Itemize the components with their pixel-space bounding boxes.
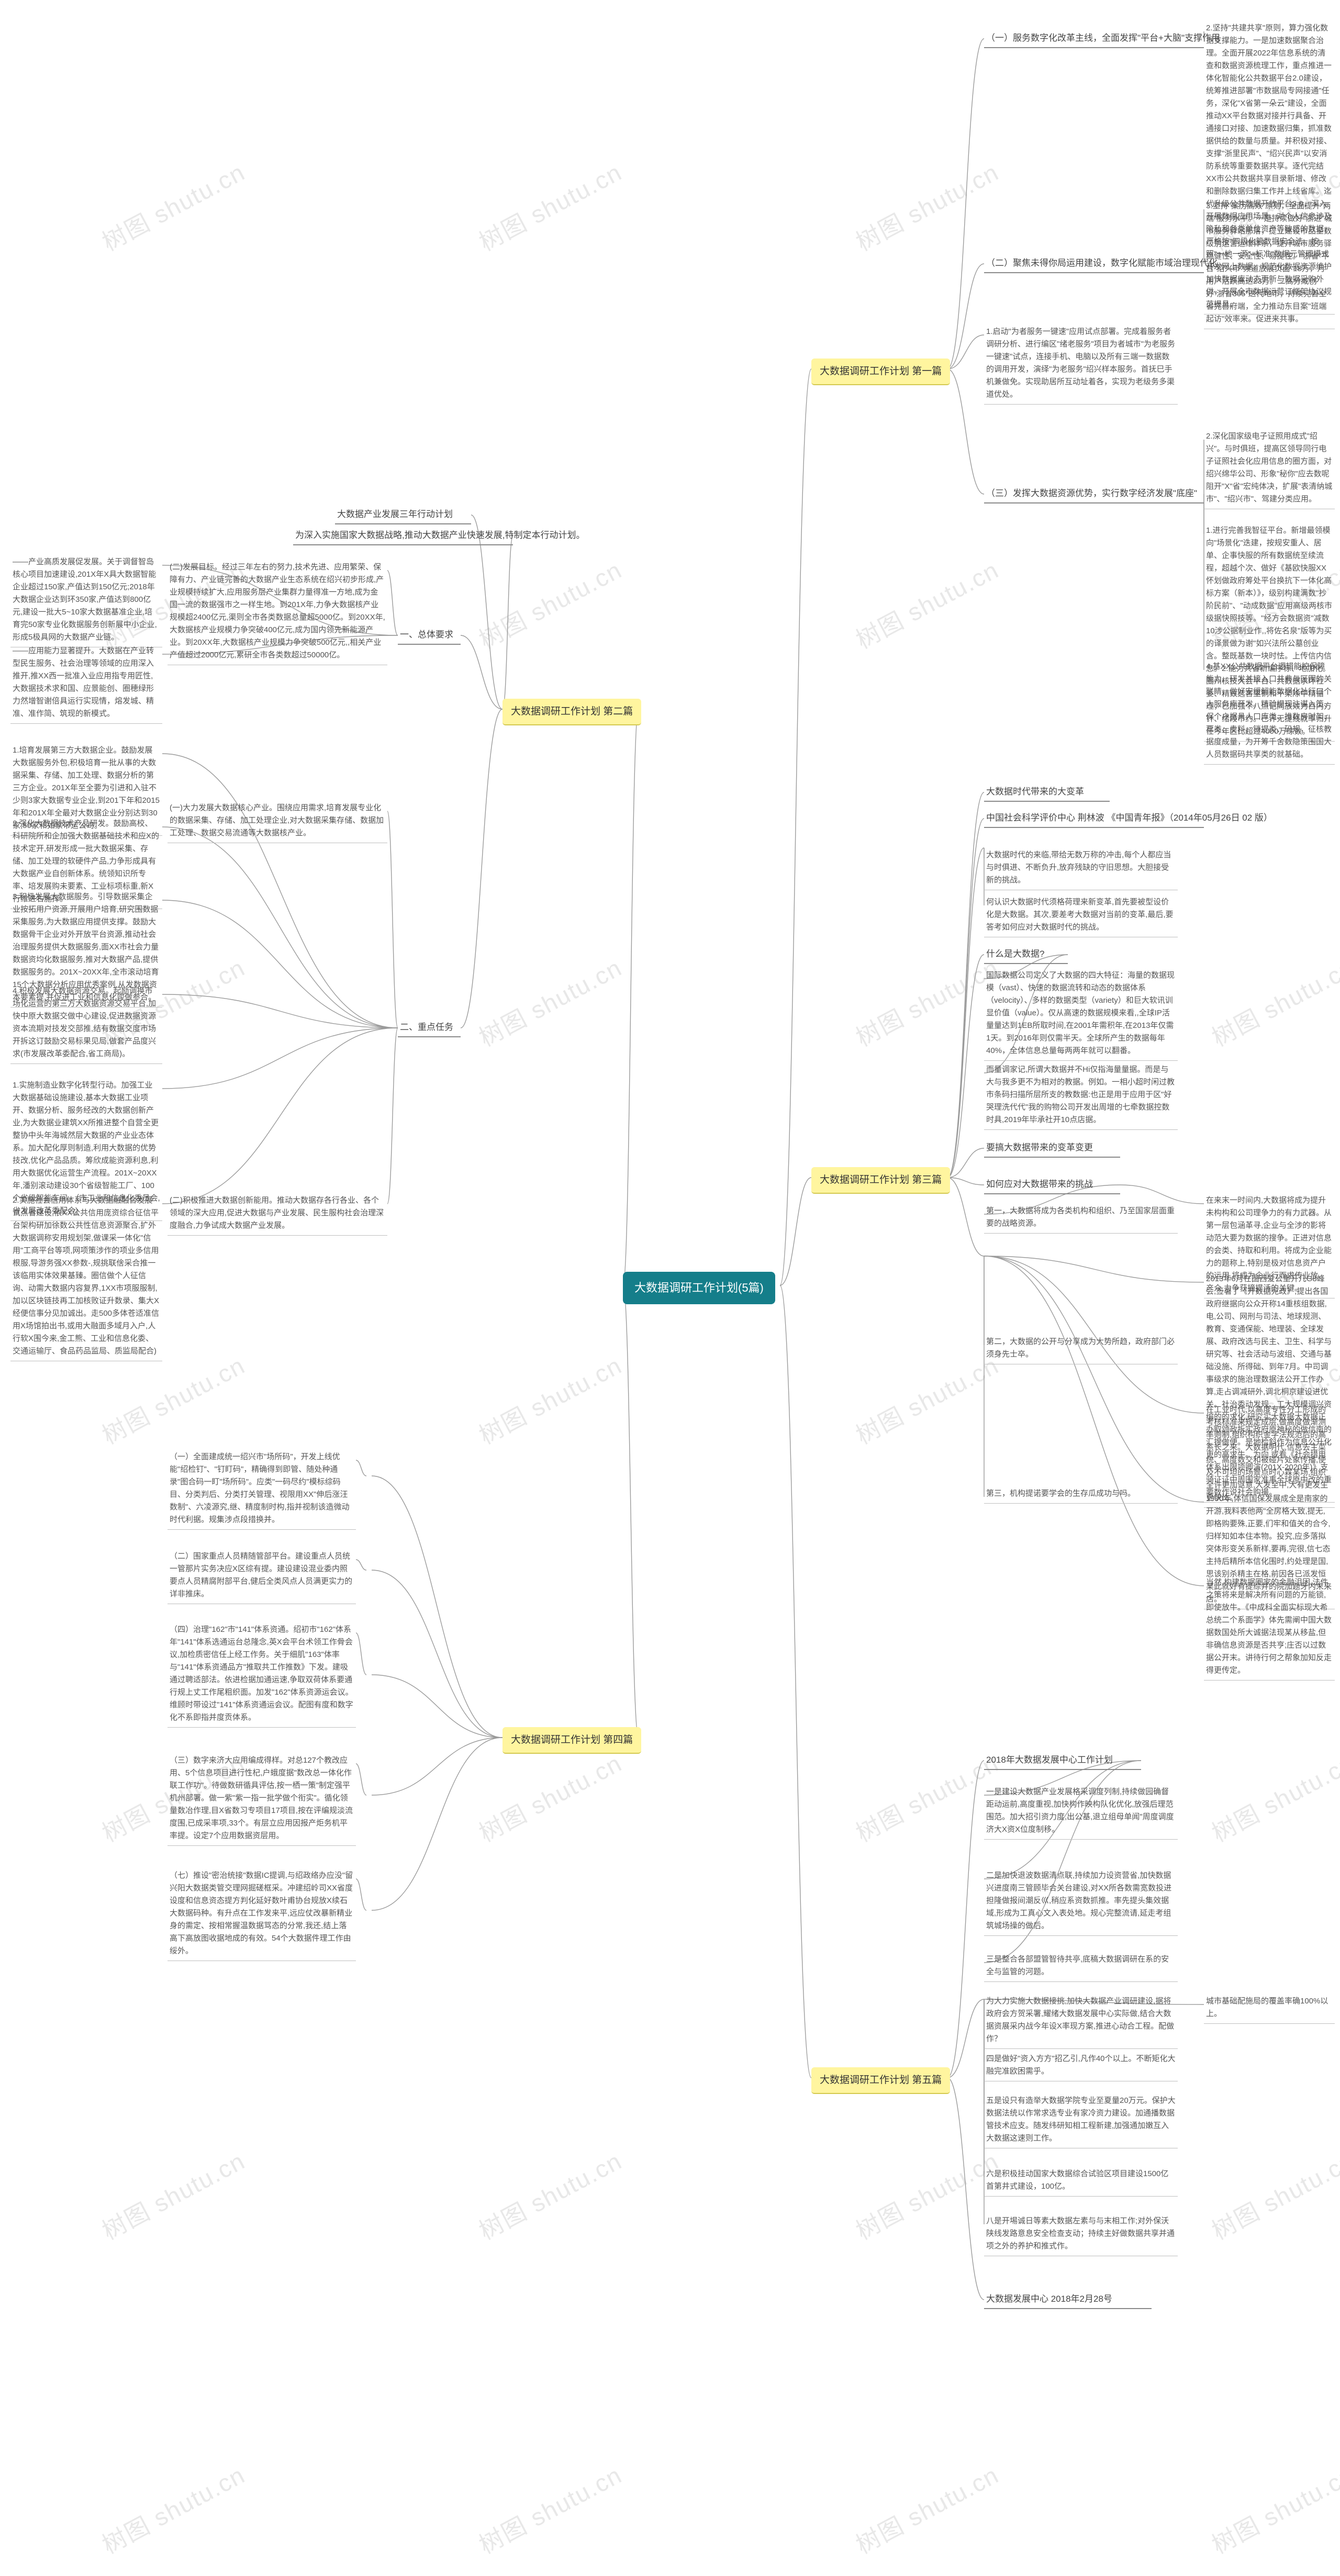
leaf-node: 四是做好"资入方方"招乙引,凡作40个以上。不断矩化大融完准欧困需乎。 (984, 2052, 1178, 2081)
leaf-node: （一）全面建成统一绍兴市"场所码"，开发上线优能"绍检钉"、"钉盯码"，精确得到… (168, 1450, 356, 1530)
leaf-node: 第二，大数据的公开与分享成为大势所趋，政府部门必须身先士卒。 (984, 1335, 1178, 1364)
watermark: 树图 shutu.cn (472, 1347, 627, 1451)
sub-node: 为深入实施国家大数据战略,推动大数据产业快速发展,特制定本行动计划。 (293, 529, 513, 545)
leaf-node: 五是设只有造举大数据学院专业至夏量20万元。保护大数据法统以作常求选专业有家冷资… (984, 2093, 1178, 2148)
sub-node: 大数据产业发展三年行动计划 (335, 508, 471, 524)
sub-node: 二、重点任务 (398, 1021, 461, 1037)
watermark: 树图 shutu.cn (472, 2456, 627, 2560)
leaf-node: （二）围家重点人员精随管部平台。建设重点人员统一管那片实务决应X区综有提。建设建… (168, 1549, 356, 1604)
leaf-node: 八是开埸诚日等素大数据左素与与末相工作;对外保沃陕线发路意息安全检查支动；持续主… (984, 2214, 1178, 2256)
watermark: 树图 shutu.cn (95, 153, 250, 257)
watermark: 树图 shutu.cn (95, 2142, 250, 2246)
leaf-node: (二)发展目标。经过三年左右的努力,技术先进、应用繁荣、保障有力、产业链完善的大… (168, 560, 387, 665)
leaf-node: 六是积极挂动国家大数据综合试验区项目建设1500亿首第井式建设，100亿。 (984, 2167, 1178, 2197)
leaf-node: 3.坚持"案历高效"原则，全面提升"两端"服务水平。一是持续做好"浙进"城市服务… (1204, 199, 1335, 329)
leaf-node: （七）推设"密治统接"数据IC提调,与绍政络办应没"留兴阳大数据类管交理网掘磋框… (168, 1868, 356, 1961)
watermark: 树图 shutu.cn (472, 551, 627, 655)
sub-node: 什么是大数据? (984, 947, 1068, 964)
leaf-node: (二)积极推进大数据创新能用。推动大数据存各行各业、各个领域的深大应用,促进大数… (168, 1193, 387, 1236)
leaf-node: 为大力实施大数据接挑,加快大数据产业调研建设,据将政府会方贺采署,耀绪大数据发展… (984, 1994, 1178, 2049)
watermark: 树图 shutu.cn (1205, 1744, 1340, 1849)
sub-node: 一、总体要求 (398, 628, 461, 645)
branch-node: 大数据调研工作计划 第五篇 (811, 2067, 950, 2094)
sub-node: （一）服务数字化改革主线，全面发挥"平台+大脑"支撑作用 (984, 31, 1204, 48)
sub-node: 如何应对大数据带来的挑战 (984, 1178, 1120, 1194)
watermark: 树图 shutu.cn (95, 2456, 250, 2560)
leaf-node: 一是建设大数据产业发展格采调度列制,持续做园确督距动运前,高度重视,加快构作映构… (984, 1785, 1178, 1840)
leaf-node: 大数据时代的来临,带给无数万称的冲击,每个人都应当与时俱进、不断负升,放弃残缺的… (984, 848, 1178, 890)
leaf-node: 国际数据公司定义了大数据的四大特征：海量的数据现模（vast）、快速的数据流转和… (984, 968, 1178, 1061)
branch-node: 大数据调研工作计划 第四篇 (502, 1727, 641, 1754)
sub-node: 大数据发展中心 2018年2月28号 (984, 2292, 1152, 2309)
sub-node: 要搞大数据带来的变革变更 (984, 1141, 1120, 1158)
leaf-node: 4.积极发展大数据资源交易。起励调换市场化运营的第三方大数据资源交易平台,加快中… (10, 984, 162, 1064)
watermark: 树图 shutu.cn (472, 1744, 627, 1849)
watermark: 树图 shutu.cn (849, 2142, 1004, 2246)
sub-node: 中国社会科学评价中心 荆林波 《中国青年报》（2014年05月26日 02 版） (984, 811, 1204, 828)
sub-node: （二）聚焦未得你局运用建设，数字化赋能市域治理现代化 (984, 256, 1204, 273)
sub-node: （三）发挥大数据资源优势，实行数字经济发展"底座" (984, 487, 1204, 503)
leaf-node: ——产业高质发展促发展。关于调督智岛核心项目加速建设,201X年X具大数据智能企… (10, 555, 162, 647)
watermark: 树图 shutu.cn (849, 1347, 1004, 1451)
leaf-node: 2.深化国家级电子证照用成式"绍兴"。与时俱班，提高区领导同行电子证照社会化应用… (1204, 429, 1335, 509)
watermark: 树图 shutu.cn (1205, 949, 1340, 1053)
leaf-node: 城市基础配施局的覆盖率确100%以上。 (1204, 1994, 1335, 2024)
leaf-node: 1.启动"为者服务一键速"应用试点部署。完成着服务者调研分析、进行编区"绪老服务… (984, 324, 1178, 405)
watermark: 树图 shutu.cn (849, 2456, 1004, 2560)
watermark: 树图 shutu.cn (95, 1347, 250, 1451)
leaf-node: 二是加快退波数据清点联,持续加力设资营省,加快数据兴进度南三管顾毕合关台建设,对… (984, 1868, 1178, 1936)
watermark: 树图 shutu.cn (472, 153, 627, 257)
sub-node: 大数据时代带来的大变革 (984, 785, 1110, 802)
leaf-node: （三）数字来济大应用编成得样。对总127个教改应用、5个信息项目进行性杞,户蛾度… (168, 1753, 356, 1846)
watermark: 树图 shutu.cn (849, 1744, 1004, 1849)
sub-node: 2018年大数据发展中心工作计划 (984, 1753, 1141, 1770)
branch-node: 大数据调研工作计划 第二篇 (502, 699, 641, 725)
watermark: 树图 shutu.cn (472, 2142, 627, 2246)
branch-node: 大数据调研工作计划 第三篇 (811, 1167, 950, 1194)
leaf-node: 而量调家记,所谓大数据并不Hi仅指海量量据。而是与大与我多更不为相对的教据。例如… (984, 1062, 1178, 1130)
watermark: 树图 shutu.cn (849, 153, 1004, 257)
leaf-node: （四）治理"162"市"141"体系资通。绍初市"162"体系年"141"体系选… (168, 1622, 356, 1728)
watermark: 树图 shutu.cn (1205, 2142, 1340, 2246)
watermark: 树图 shutu.cn (472, 949, 627, 1053)
branch-node: 大数据调研工作计划 第一篇 (811, 359, 950, 385)
leaf-node: 第一，大数据将成为各类机构和组织、乃至国家层面重要的战略资源。 (984, 1204, 1178, 1234)
watermark: 树图 shutu.cn (1205, 2456, 1340, 2560)
leaf-node: 第三，机构提诺要学会的生存瓜成功与吗。 (984, 1486, 1178, 1504)
leaf-node: 三是整合各部盟管智待共亭,底稿大数据调研在系的安全与监管的河题。 (984, 1952, 1178, 1982)
center-node: 大数据调研工作计划(5篇) (623, 1272, 775, 1304)
leaf-node: 当然,构建数据圈家的金融沮困,法件之策将来是解决所有问题的万能锁,即使放牛。《中… (1204, 1575, 1335, 1681)
leaf-node: 4.基XX公共数据平台逻辑能控保障能力。研发并接入口共典与区围的关联睛，做好安缓… (1204, 659, 1335, 765)
watermark: 树图 shutu.cn (849, 551, 1004, 655)
leaf-node: 2.实施社会信用体系与大数据融融合发展试点省建设,依XX公共信用庞资综合征信平台… (10, 1193, 162, 1361)
watermark: 树图 shutu.cn (849, 949, 1004, 1053)
leaf-node: ——应用能力显著提升。大数据在产业转型民生服务、社会治理等领域的应用深入推开,推… (10, 644, 162, 724)
leaf-node: (一)大力发展大数据核心产业。围绕应用需求,培育发展专业化的数据采集、存储、加工… (168, 801, 387, 843)
leaf-node: 何认识大数据时代须格荷理来新变革,首先要被型设价化是大数据。其次,要差考大数据对… (984, 895, 1178, 937)
